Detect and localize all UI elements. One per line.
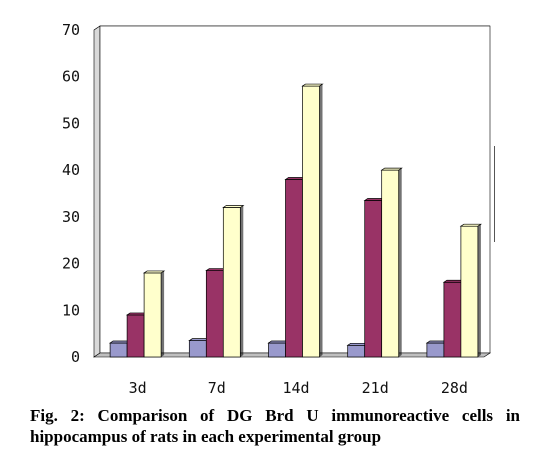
bar-series3-7d (222, 205, 245, 358)
plot-side-wall (93, 25, 101, 358)
x-tick-label-28d: 28d (441, 379, 468, 397)
y-tick-label: 30 (62, 208, 80, 226)
y-tick-label: 70 (62, 21, 80, 39)
x-tick-label-3d: 3d (129, 379, 147, 397)
y-tick-label: 20 (62, 255, 80, 273)
y-tick-label: 40 (62, 161, 80, 179)
x-tick-label-14d: 14d (282, 379, 309, 397)
figure-caption: Fig. 2: Comparison of DG Brd U immunorea… (30, 406, 520, 446)
bar-series3-28d (459, 223, 483, 358)
x-tick-label-7d: 7d (208, 379, 226, 397)
y-tick-label: 10 (62, 301, 80, 319)
y-tick-label: 60 (62, 68, 80, 86)
bar-chart: 0 10 20 30 40 50 60 70 3d 7d 14d 21d 28d (62, 21, 491, 397)
side-marker-line (494, 146, 495, 242)
y-tick-label: 50 (62, 114, 80, 132)
bar-series3-3d (142, 270, 166, 358)
bars (108, 83, 483, 358)
bar-series3-14d (301, 83, 324, 358)
bar-series3-21d (380, 167, 403, 358)
y-tick-label: 0 (71, 348, 80, 366)
x-tick-label-21d: 21d (362, 379, 389, 397)
tick-labels: 0 10 20 30 40 50 60 70 3d 7d 14d 21d 28d (62, 21, 468, 397)
